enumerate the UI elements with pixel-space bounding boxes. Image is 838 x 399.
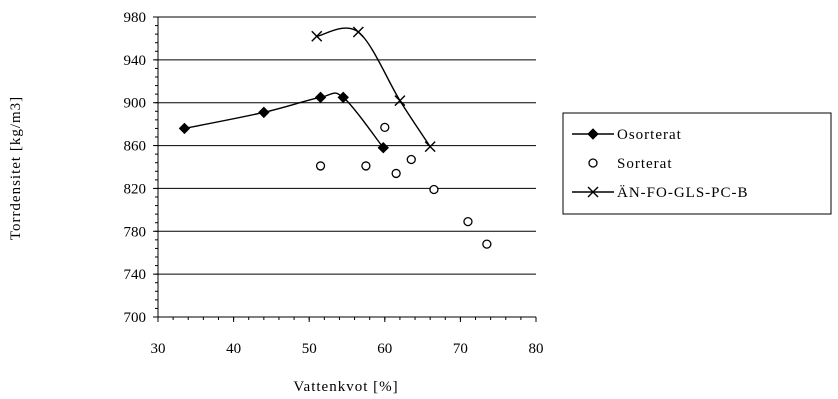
series-0 bbox=[178, 91, 389, 154]
y-tick-labels: 700 740 780 820 860 900 940 980 bbox=[124, 10, 147, 326]
legend-marker-1 bbox=[588, 158, 598, 168]
legend-item-0: Osorterat bbox=[572, 127, 682, 143]
legend-label-1: Sorterat bbox=[617, 156, 672, 172]
x-tick-label-60: 60 bbox=[377, 341, 392, 357]
x-tick-label-30: 30 bbox=[151, 341, 166, 357]
y-tick-label-740: 740 bbox=[124, 267, 147, 283]
data-point-1-5 bbox=[429, 184, 439, 195]
x-tick-label-70: 70 bbox=[453, 341, 468, 357]
y-tick-label-900: 900 bbox=[124, 96, 147, 112]
x-tick-label-50: 50 bbox=[302, 341, 317, 357]
legend-item-1: Sorterat bbox=[588, 156, 672, 172]
data-point-0-4 bbox=[377, 142, 389, 154]
x-tick-label-40: 40 bbox=[226, 341, 241, 357]
grid-lines bbox=[158, 16, 536, 275]
y-tick-label-980: 980 bbox=[124, 10, 147, 26]
series-1 bbox=[315, 122, 492, 249]
series-2 bbox=[311, 26, 436, 153]
x-axis-label: Vattenkvot [%] bbox=[293, 379, 398, 395]
legend-label-2: ÄN-FO-GLS-PC-B bbox=[617, 184, 749, 201]
series-line-0 bbox=[184, 92, 384, 149]
data-point-2-1 bbox=[352, 26, 364, 38]
y-tick-label-700: 700 bbox=[124, 310, 147, 326]
x-tick-label-80: 80 bbox=[529, 341, 544, 357]
data-point-1-2 bbox=[380, 122, 390, 133]
y-tick-label-940: 940 bbox=[124, 53, 147, 69]
data-point-2-3 bbox=[424, 141, 436, 153]
data-point-2-2 bbox=[394, 95, 406, 107]
legend-marker-0 bbox=[587, 128, 599, 140]
data-point-0-3 bbox=[337, 91, 349, 104]
axes bbox=[153, 16, 537, 322]
x-tick-labels: 30 40 50 60 70 80 bbox=[151, 341, 544, 357]
data-point-1-7 bbox=[482, 239, 492, 249]
data-point-2-0 bbox=[311, 30, 323, 42]
data-point-1-6 bbox=[463, 216, 473, 227]
legend: Osorterat Sorterat ÄN-FO-GLS-PC-B bbox=[562, 112, 832, 215]
data-point-1-3 bbox=[391, 168, 401, 179]
legend-marker-2 bbox=[587, 186, 599, 198]
legend-box bbox=[562, 112, 832, 215]
data-point-0-2 bbox=[314, 91, 327, 104]
data-point-1-0 bbox=[315, 161, 326, 171]
data-series bbox=[178, 26, 492, 249]
data-point-0-0 bbox=[178, 122, 191, 135]
y-axis-label: Torrdensitet [kg/m3] bbox=[8, 96, 24, 240]
y-tick-label-820: 820 bbox=[124, 181, 147, 197]
y-tick-label-780: 780 bbox=[124, 224, 147, 240]
legend-item-2: ÄN-FO-GLS-PC-B bbox=[572, 184, 749, 201]
legend-label-0: Osorterat bbox=[617, 127, 682, 143]
y-tick-label-860: 860 bbox=[124, 139, 147, 155]
data-point-1-4 bbox=[406, 154, 416, 165]
series-line-2 bbox=[316, 27, 431, 148]
data-point-1-1 bbox=[361, 161, 371, 171]
data-point-0-1 bbox=[258, 106, 270, 119]
